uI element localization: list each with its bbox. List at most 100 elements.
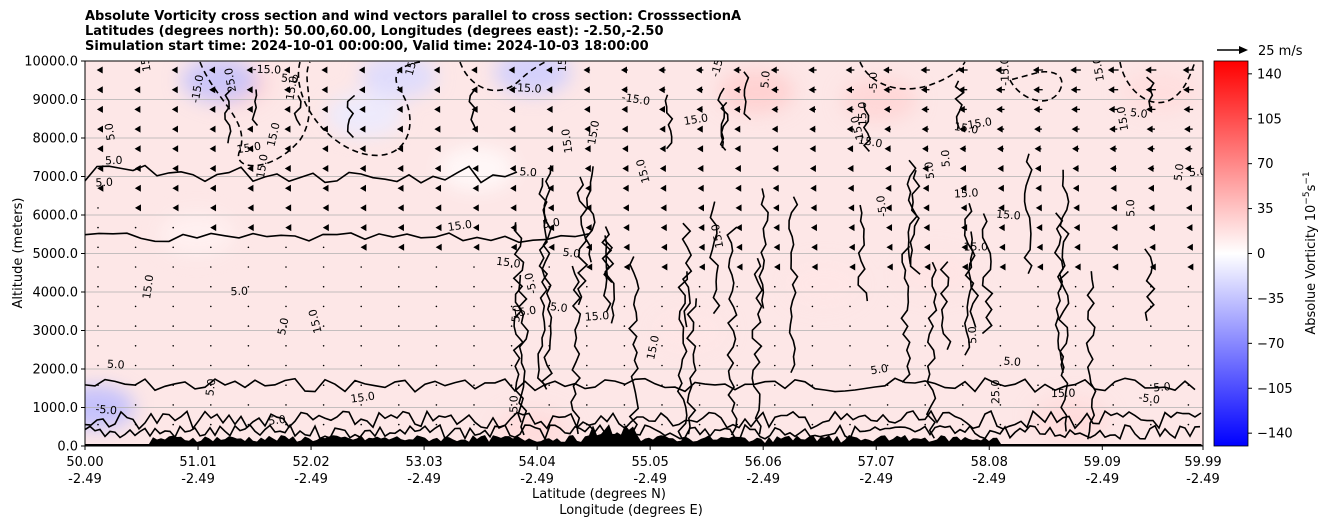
x-tick-label-lon-0: -2.49 (68, 472, 102, 487)
wind-vector-176 (1072, 165, 1079, 172)
wind-vector-260 (848, 224, 855, 232)
wind-vector-153 (209, 165, 216, 172)
wind-vector-head (810, 224, 817, 232)
grid (85, 61, 1203, 446)
wind-vector-head (172, 145, 179, 153)
wind-vector-head (848, 243, 855, 251)
wind-vector-15 (658, 66, 666, 74)
contour-top-4 (251, 89, 259, 126)
wind-vector-head (435, 184, 442, 192)
wind-vector-head (923, 224, 930, 232)
wind-vector-433 (586, 345, 588, 347)
contour-label-20: 15.0 (644, 334, 662, 361)
wind-vector-head (923, 243, 930, 251)
wind-vector-206 (1072, 184, 1079, 192)
wind-vector-166 (697, 165, 704, 172)
wind-vector-303 (210, 266, 212, 268)
wind-vector-head (585, 243, 592, 251)
wind-vector-550 (473, 423, 475, 426)
wind-vector-head (246, 105, 253, 113)
wind-vector-313 (586, 263, 593, 271)
wind-vector-head (698, 224, 705, 232)
wind-vector-185 (284, 184, 291, 192)
wind-vector-head (621, 105, 628, 113)
contour-label-7: -15.0 (189, 74, 207, 104)
wind-vector-210 (97, 207, 99, 209)
wind-vector-369 (435, 305, 438, 308)
wind-vector-head (397, 184, 404, 192)
wind-vector-261 (886, 224, 893, 232)
wind-vector-head (1146, 125, 1153, 133)
wind-vector-203 (960, 184, 967, 192)
wind-vector-183 (209, 184, 216, 192)
wind-vector-83 (958, 105, 967, 113)
wind-vector-head (321, 66, 328, 74)
wind-vector-497 (736, 384, 738, 387)
contour-vertical-15 (1057, 270, 1070, 432)
wind-vector-304 (247, 266, 250, 268)
wind-vector-head (808, 66, 815, 74)
wind-vector-299 (1186, 243, 1193, 251)
wind-vector-head (961, 243, 968, 251)
wind-vector-204 (997, 184, 1004, 192)
wind-vector-head (583, 86, 590, 94)
wind-vector-282 (548, 243, 555, 251)
contour-vertical-0 (1085, 271, 1097, 440)
wind-vector-557 (736, 423, 738, 426)
wind-vector-233 (960, 204, 967, 212)
wind-vector-head (736, 263, 743, 271)
wind-vector-head (1146, 105, 1153, 113)
wind-vector-head (134, 204, 141, 212)
chart-title-line-3: Simulation start time: 2024-10-01 00:00:… (85, 39, 649, 54)
wind-vector-542 (172, 423, 174, 426)
wind-vector-438 (774, 345, 776, 347)
wind-vector-229 (810, 204, 817, 212)
wind-vector-248 (397, 224, 404, 232)
contour-label-61: -15.0 (513, 81, 542, 95)
wind-vector-head (547, 165, 554, 172)
wind-vector-551 (510, 423, 513, 426)
wind-vector-476 (1074, 364, 1077, 367)
wind-vector-head (998, 204, 1005, 212)
wind-vector-175 (1034, 165, 1042, 172)
wind-vector-336 (322, 285, 325, 288)
wind-vector-323 (961, 263, 968, 271)
wind-vector-437 (736, 345, 738, 347)
wind-vector-419 (1187, 325, 1190, 327)
contour-label-39: 5.0 (1172, 163, 1187, 182)
wind-vector-128 (397, 145, 404, 153)
vorticity-blob-13 (1121, 69, 1198, 114)
wind-vector-head (209, 105, 216, 113)
wind-vector-332 (172, 285, 174, 288)
wind-vector-head (322, 224, 329, 232)
contour-label-63: 5.0 (268, 413, 287, 428)
wind-vector-188 (397, 184, 404, 192)
wind-vector-54 (995, 86, 1005, 94)
vorticity-blob-15 (158, 212, 235, 257)
wind-vector-567 (1112, 423, 1114, 426)
wind-vector-84 (996, 105, 1005, 113)
wind-vector-head (284, 165, 291, 172)
wind-vector-254 (623, 224, 630, 232)
contour-label-50: 5.0 (870, 362, 889, 378)
wind-vector-338 (398, 285, 400, 288)
wind-vector-193 (585, 184, 592, 192)
wind-vector-340 (473, 285, 475, 288)
wind-vector-71 (509, 105, 516, 113)
wind-vector-head (772, 145, 779, 153)
wind-vector-487 (360, 384, 363, 387)
wind-vector-251 (510, 224, 517, 232)
chart-title-line-1: Absolute Vorticity cross section and win… (85, 9, 742, 24)
wind-vector-381 (886, 305, 889, 308)
wind-vector-head (1183, 105, 1190, 113)
y-tick-label-5: 5000.0 (33, 247, 79, 262)
wind-vector-140 (847, 145, 854, 153)
wind-vector-49 (808, 86, 817, 94)
wind-vector-442 (924, 345, 926, 347)
contour-vertical-29 (788, 196, 799, 373)
wind-vector-224 (622, 204, 629, 212)
wind-vector-head (209, 184, 216, 192)
wind-vector-head (811, 263, 818, 271)
wind-vector-484 (247, 384, 250, 387)
wind-vector-312 (548, 266, 550, 268)
